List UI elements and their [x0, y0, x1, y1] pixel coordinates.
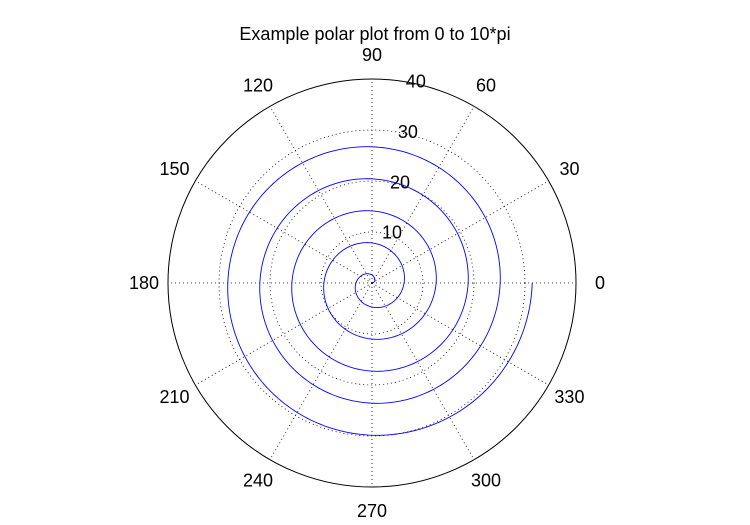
radial-tick-label-40: 40 [406, 72, 426, 92]
outer-boundary-circle [167, 78, 577, 488]
series-line-spiral [227, 146, 533, 436]
radial-tick-label-10: 10 [382, 223, 402, 243]
angle-tick-label-210: 210 [160, 387, 190, 407]
angle-tick-label-0: 0 [595, 273, 605, 293]
grid-spoke-150 [195, 180, 373, 284]
angle-tick-label-120: 120 [243, 76, 273, 96]
angle-tick-label-270: 270 [357, 501, 387, 521]
grid-circle-r10 [320, 231, 424, 335]
grid-spoke-210 [195, 282, 373, 386]
grid-circle-r20 [269, 180, 475, 386]
angle-tick-label-90: 90 [362, 45, 382, 65]
radial-tick-label-30: 30 [398, 122, 418, 142]
angle-tick-label-330: 330 [554, 387, 584, 407]
grid-spoke-120 [269, 106, 373, 284]
angle-tick-label-180: 180 [129, 273, 159, 293]
angle-tick-label-150: 150 [160, 159, 190, 179]
angle-tick-label-240: 240 [243, 470, 273, 490]
label-layer: 0 30 60 90 120 150 180 210 240 270 300 330 10 20 30 40 [129, 45, 605, 521]
series-layer [227, 146, 533, 436]
radial-tick-label-20: 20 [390, 172, 410, 192]
angle-tick-label-30: 30 [559, 159, 579, 179]
grid-spoke-60 [371, 106, 475, 284]
grid-spoke-240 [269, 282, 373, 460]
angle-tick-label-60: 60 [476, 76, 496, 96]
angle-tick-label-300: 300 [471, 470, 501, 490]
grid-layer [168, 79, 576, 487]
chart-title: Example polar plot from 0 to 10*pi [239, 24, 510, 44]
